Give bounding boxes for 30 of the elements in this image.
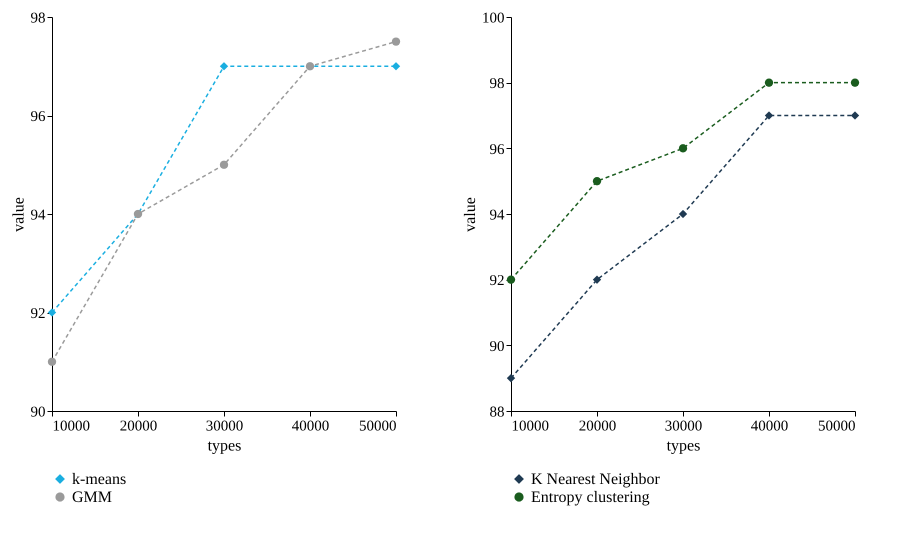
legend-label: k-means bbox=[72, 471, 126, 488]
y-axis-title: value bbox=[462, 197, 479, 232]
y-tick-label: 94 bbox=[30, 208, 46, 224]
y-tick-label: 94 bbox=[490, 208, 505, 224]
x-tick-label: 10000 bbox=[512, 418, 549, 434]
x-tick-label: 40000 bbox=[292, 418, 330, 434]
y-axis-title: value bbox=[10, 197, 28, 232]
y-tick-label: 100 bbox=[482, 10, 504, 26]
y-tick-label: 98 bbox=[30, 10, 46, 26]
legend-label: GMM bbox=[72, 489, 112, 506]
legend-label: Entropy clustering bbox=[531, 489, 650, 506]
x-tick-label: 40000 bbox=[750, 418, 788, 434]
y-tick-label: 96 bbox=[30, 109, 46, 125]
x-tick-label: 20000 bbox=[578, 418, 616, 434]
y-tick-label: 90 bbox=[30, 404, 46, 420]
y-tick-label: 88 bbox=[490, 404, 504, 420]
x-tick-label: 10000 bbox=[52, 418, 90, 434]
y-tick-label: 92 bbox=[490, 273, 504, 290]
x-tick-label: 50000 bbox=[359, 418, 396, 434]
legend-label: K Nearest Neighbor bbox=[531, 471, 661, 488]
y-tick-label: 96 bbox=[490, 142, 505, 158]
y-tick-label: 90 bbox=[490, 338, 504, 355]
y-tick-label: 98 bbox=[490, 76, 504, 92]
x-tick-label: 30000 bbox=[664, 418, 702, 434]
x-axis-title: types bbox=[208, 438, 242, 454]
y-tick-label: 92 bbox=[30, 306, 46, 322]
x-tick-label: 20000 bbox=[120, 418, 158, 434]
x-tick-label: 50000 bbox=[818, 418, 856, 434]
x-tick-label: 30000 bbox=[206, 418, 244, 434]
x-axis-title: types bbox=[666, 438, 700, 454]
